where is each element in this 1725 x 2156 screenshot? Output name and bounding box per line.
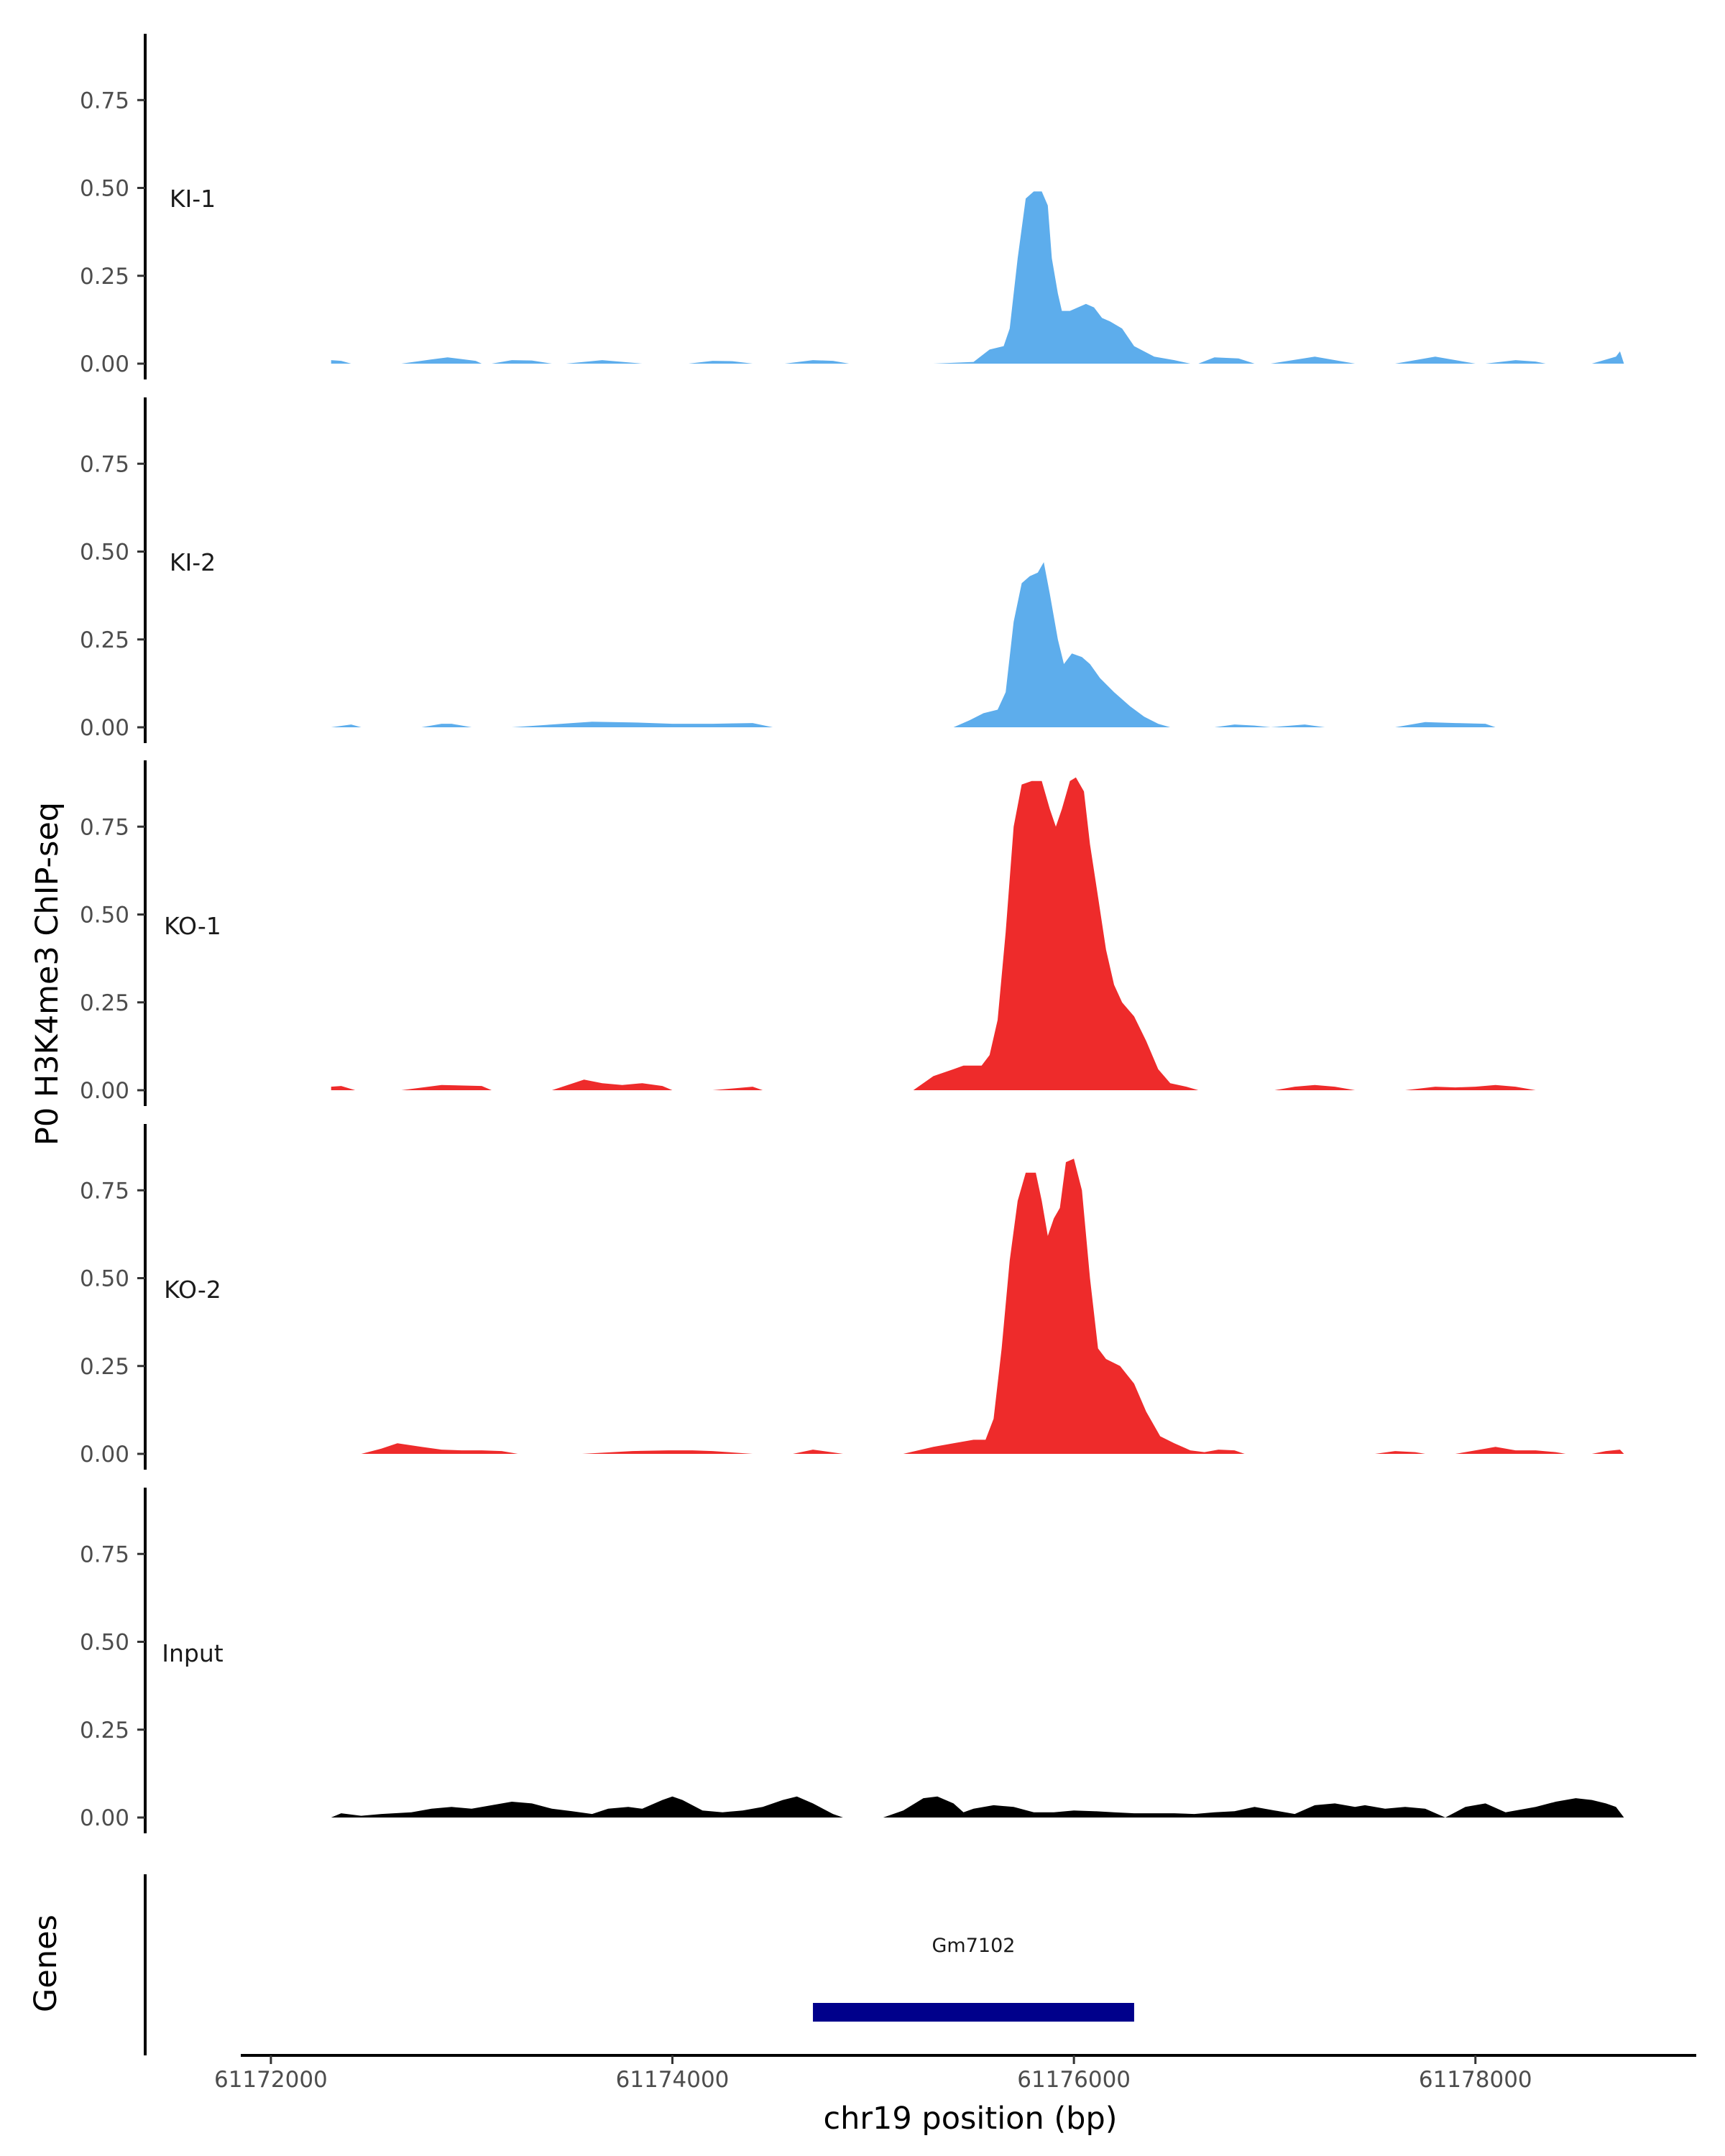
y-tick-label: 0.50	[80, 540, 129, 566]
track-label: KO-2	[164, 1276, 221, 1304]
gene-panel-title: Genes	[28, 1915, 64, 2012]
coverage-area	[913, 777, 1199, 1090]
track-label: Input	[162, 1639, 224, 1667]
track-ko-2: 0.00 0.25 0.50 0.75 KO-2	[80, 1124, 1624, 1470]
x-tick-label: 61178000	[1419, 2067, 1532, 2093]
coverage-area	[551, 1079, 673, 1090]
y-tick-label: 0.25	[80, 264, 129, 290]
coverage-area	[793, 1450, 843, 1454]
y-tick-label: 0.75	[80, 1542, 129, 1567]
coverage-area	[953, 562, 1171, 727]
y-axis-title: P0 H3K4me3 ChIP-seq	[29, 802, 65, 1146]
gene-annotation-panel: Genes Gm7102	[28, 1874, 1134, 2055]
coverage-area	[712, 1087, 763, 1090]
x-tick-label: 61172000	[214, 2067, 328, 2093]
x-tick-label: 61176000	[1017, 2067, 1131, 2093]
coverage-area	[331, 360, 351, 364]
y-tick-label: 0.00	[80, 1805, 129, 1831]
y-tick-label: 0.25	[80, 1718, 129, 1743]
y-tick-label: 0.00	[80, 715, 129, 741]
y-tick-label: 0.25	[80, 627, 129, 653]
coverage-area	[903, 1158, 1245, 1454]
coverage-area	[1591, 351, 1624, 364]
coverage-area	[421, 724, 472, 727]
coverage-area	[1405, 1084, 1536, 1090]
coverage-area	[1455, 1447, 1566, 1454]
y-tick-label: 0.00	[80, 1442, 129, 1468]
y-tick-label: 0.00	[80, 1078, 129, 1104]
gene-label: Gm7102	[932, 1935, 1016, 1957]
coverage-area	[1274, 1084, 1356, 1090]
coverage-area	[1395, 722, 1496, 727]
coverage-area	[1591, 1450, 1624, 1454]
track-label: KI-2	[170, 548, 216, 576]
coverage-tracks: 0.00 0.25 0.50 0.75 KI-1 0.00 0.25 0.50 0.75 KI-2…	[80, 34, 1624, 1833]
coverage-area	[1445, 1798, 1624, 1818]
coverage-area	[883, 1796, 1445, 1818]
y-tick-label: 0.00	[80, 351, 129, 377]
y-tick-label: 0.75	[80, 814, 129, 840]
coverage-area	[1270, 356, 1356, 364]
x-axis-title: chr19 position (bp)	[823, 2101, 1117, 2137]
y-tick-label: 0.50	[80, 1266, 129, 1292]
y-tick-label: 0.75	[80, 1178, 129, 1204]
track-ko-1: 0.00 0.25 0.50 0.75 KO-1	[80, 760, 1536, 1106]
x-tick-label: 61174000	[616, 2067, 730, 2093]
coverage-area	[492, 360, 552, 364]
coverage-area	[401, 357, 482, 364]
y-tick-label: 0.75	[80, 451, 129, 477]
track-ki-1: 0.00 0.25 0.50 0.75 KI-1	[80, 34, 1624, 379]
coverage-area	[933, 191, 1191, 364]
coverage-area	[331, 724, 362, 727]
coverage-area	[331, 1796, 843, 1818]
track-label: KI-1	[170, 185, 216, 213]
coverage-area	[1270, 724, 1325, 727]
gene-body	[813, 2003, 1134, 2022]
track-label: KO-1	[164, 912, 221, 940]
coverage-area	[1214, 724, 1271, 727]
y-tick-label: 0.75	[80, 88, 129, 114]
y-tick-label: 0.25	[80, 1354, 129, 1380]
coverage-area	[401, 1084, 492, 1090]
y-tick-label: 0.25	[80, 990, 129, 1016]
y-tick-label: 0.50	[80, 176, 129, 202]
coverage-area	[512, 722, 773, 727]
y-tick-label: 0.50	[80, 903, 129, 929]
coverage-area	[361, 1443, 518, 1454]
coverage-area	[581, 1450, 753, 1454]
coverage-area	[1395, 356, 1476, 364]
coverage-area	[688, 361, 753, 364]
coverage-area	[1198, 357, 1255, 364]
coverage-area	[1485, 360, 1546, 364]
coverage-area	[784, 360, 850, 364]
y-tick-label: 0.50	[80, 1630, 129, 1656]
x-axis: 61172000 61174000 61176000 61178000	[214, 2054, 1696, 2093]
track-ki-2: 0.00 0.25 0.50 0.75 KI-2	[80, 397, 1496, 743]
coverage-area	[331, 1086, 356, 1090]
coverage-area	[1375, 1451, 1425, 1454]
coverage-area	[566, 360, 643, 364]
track-input: 0.00 0.25 0.50 0.75 Input	[80, 1488, 1624, 1833]
